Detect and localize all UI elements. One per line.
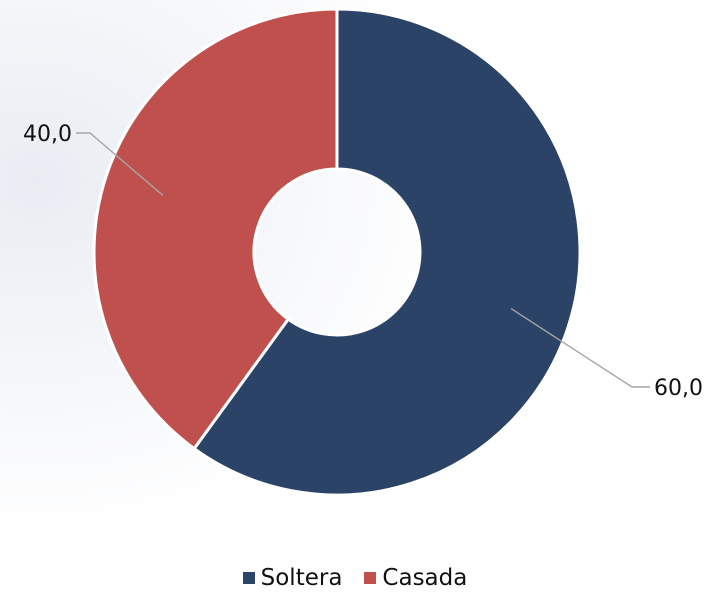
legend-swatch-casada xyxy=(364,572,377,584)
leader-line-casada xyxy=(76,132,164,196)
legend-label-soltera: Soltera xyxy=(260,565,343,591)
data-label-casada: 40,0 xyxy=(23,122,72,147)
slice-casada[interactable] xyxy=(92,7,339,451)
donut-chart: 60,0 40,0 xyxy=(23,7,703,497)
leader-lines xyxy=(76,132,650,388)
legend-item-soltera[interactable]: Soltera xyxy=(242,565,343,591)
donut-slices xyxy=(92,7,582,497)
data-labels: 60,0 40,0 xyxy=(23,122,703,401)
slice-soltera[interactable] xyxy=(192,7,582,497)
legend-item-casada[interactable]: Casada xyxy=(364,565,467,591)
legend-label-casada: Casada xyxy=(382,565,468,591)
legend-swatch-soltera xyxy=(242,572,255,584)
chart-legend: Soltera Casada xyxy=(0,565,710,591)
leader-line-soltera xyxy=(510,307,650,388)
data-label-soltera: 60,0 xyxy=(654,376,703,401)
